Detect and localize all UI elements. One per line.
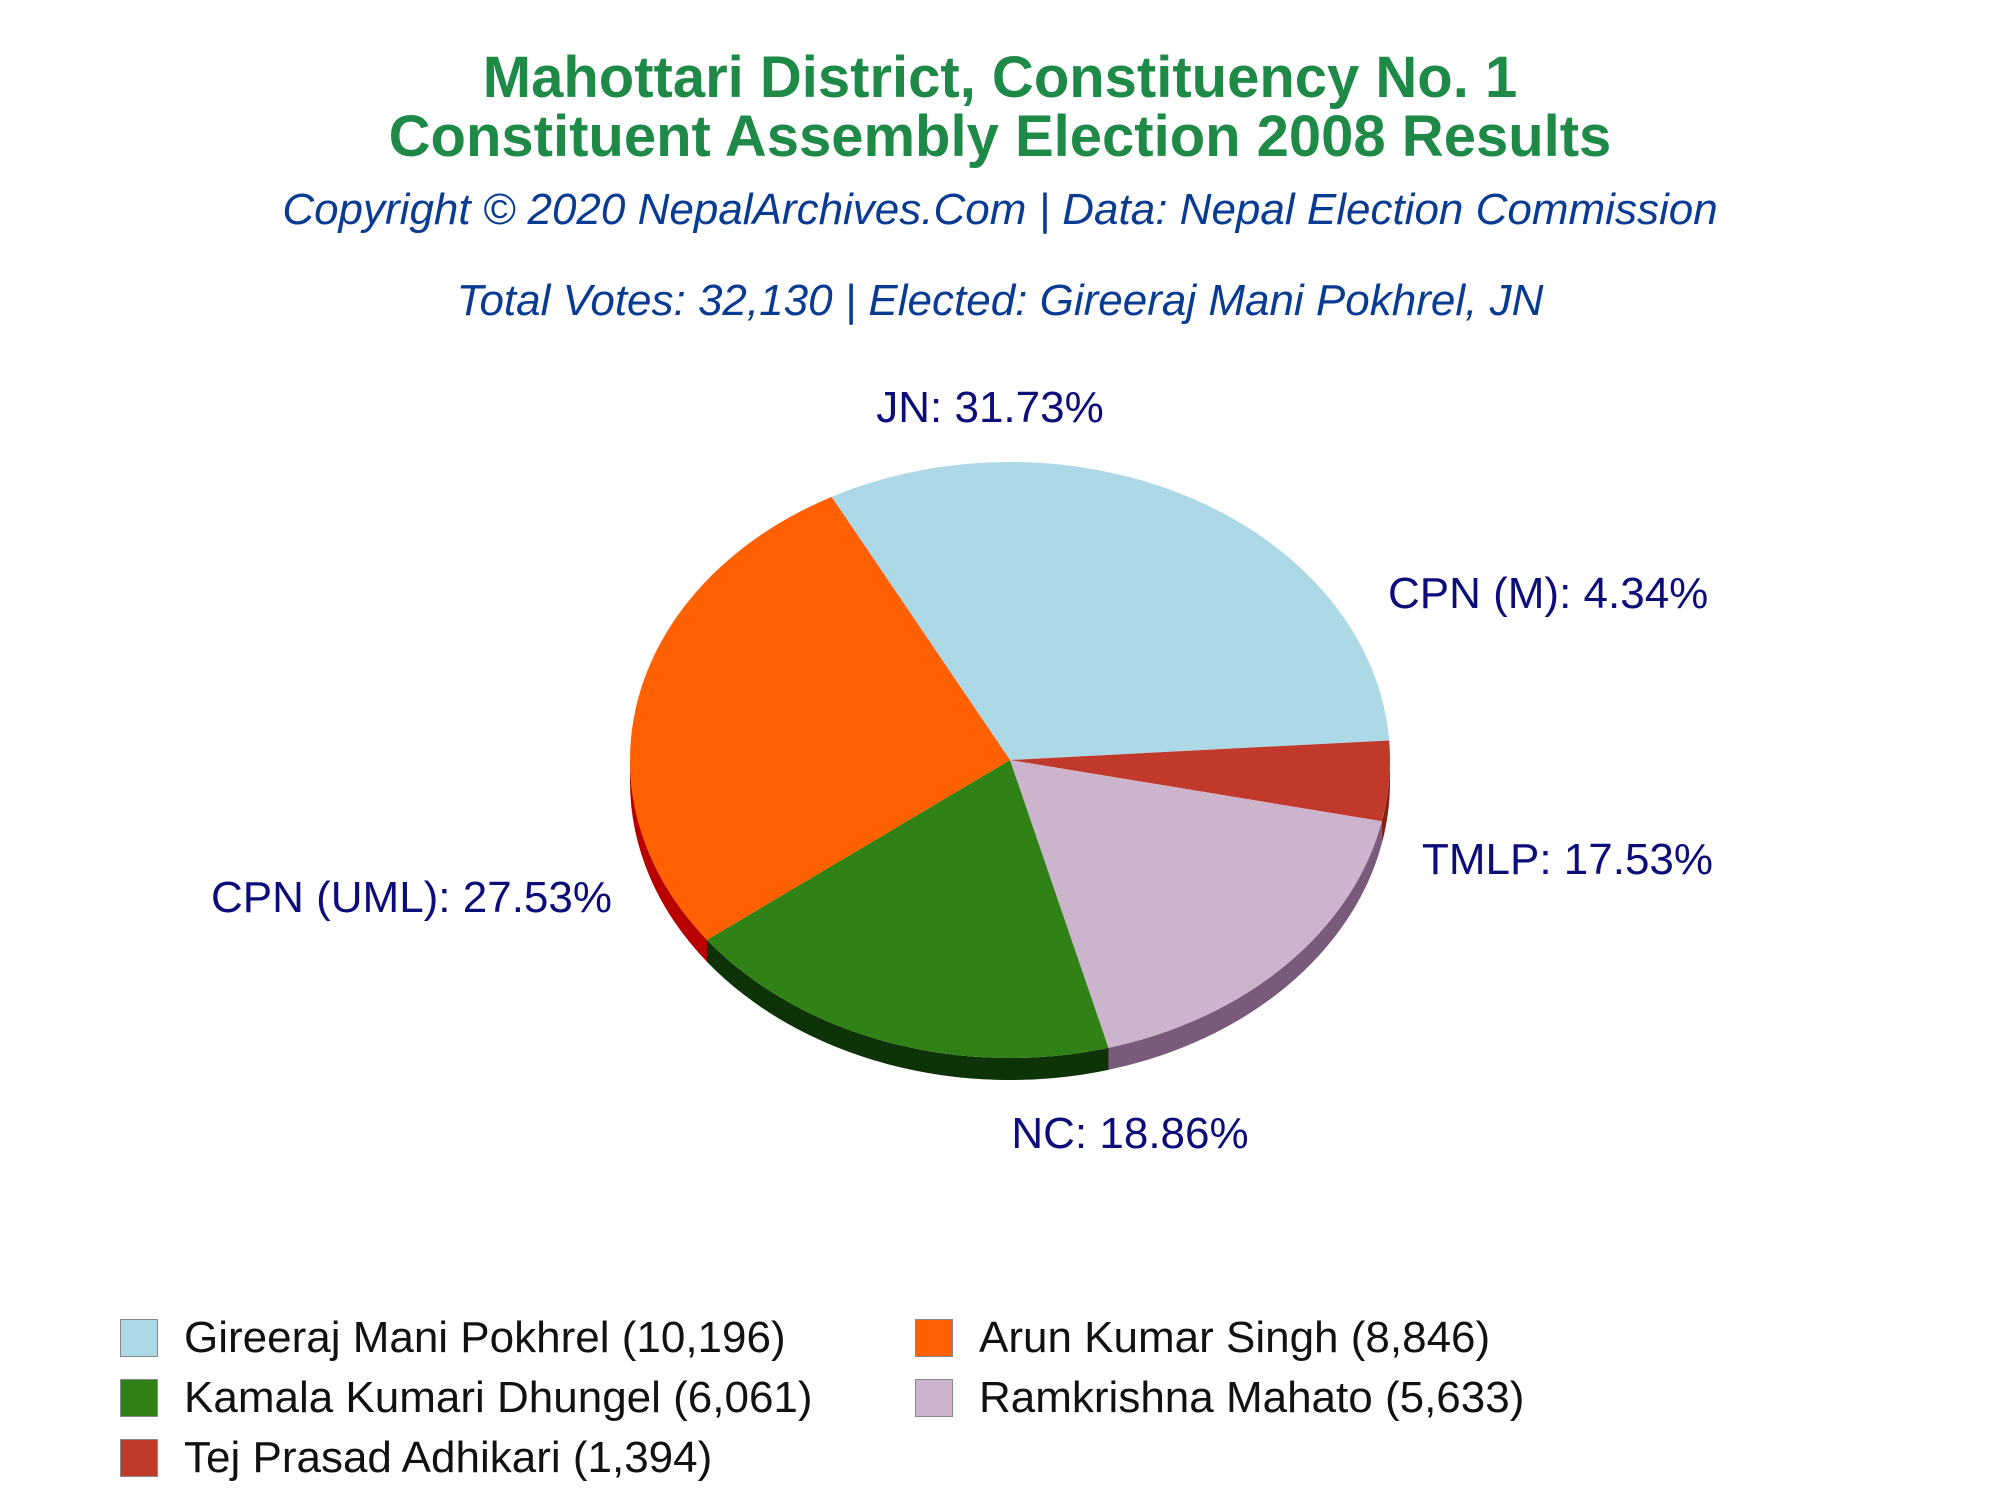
copyright-notice: Copyright © 2020 NepalArchives.Com | Dat… bbox=[282, 185, 1718, 234]
pie-slice-nc bbox=[706, 760, 1109, 1058]
chart-title-line-1: Mahottari District, Constituency No. 1 bbox=[482, 45, 1518, 110]
slice-label: CPN (M): 4.34% bbox=[1388, 569, 1708, 618]
pie-slice-cpn-m bbox=[1010, 740, 1390, 822]
pie-slice-side-cpn-m bbox=[1381, 760, 1390, 844]
pie-slices-layer bbox=[630, 462, 1390, 1058]
pie-chart: JN: 31.73% CPN (M): 4.34% TMLP: 17.53% NC: … bbox=[211, 383, 1713, 1158]
legend-label: Kamala Kumari Dhungel (6,061) bbox=[184, 1373, 813, 1422]
legend-item: Tej Prasad Adhikari (1,394) bbox=[120, 1428, 712, 1488]
legend-swatch bbox=[915, 1379, 953, 1417]
chart-title-line-2: Constituent Assembly Election 2008 Resul… bbox=[388, 104, 1612, 169]
legend-label: Ramkrishna Mahato (5,633) bbox=[979, 1373, 1525, 1422]
pie-slice-jn bbox=[831, 462, 1390, 760]
legend-swatch bbox=[120, 1319, 158, 1357]
legend-item: Ramkrishna Mahato (5,633) bbox=[915, 1368, 1524, 1428]
legend-swatch bbox=[915, 1319, 953, 1357]
pie-slice-side-nc bbox=[706, 939, 1109, 1080]
legend-item: Gireeraj Mani Pokhrel (10,196) bbox=[120, 1308, 786, 1368]
legend-swatch bbox=[120, 1379, 158, 1417]
legend-item: Kamala Kumari Dhungel (6,061) bbox=[120, 1368, 813, 1428]
pie-slice-side-tmlp bbox=[1108, 821, 1382, 1070]
legend-label: Arun Kumar Singh (8,846) bbox=[979, 1313, 1491, 1362]
slice-label: NC: 18.86% bbox=[1011, 1109, 1248, 1158]
slice-label: TMLP: 17.53% bbox=[1422, 835, 1713, 884]
pie-slice-side-cpn-uml bbox=[630, 760, 707, 962]
legend-swatch bbox=[120, 1439, 158, 1477]
pie-slice-tmlp bbox=[1010, 760, 1382, 1048]
legend-label: Gireeraj Mani Pokhrel (10,196) bbox=[184, 1313, 786, 1362]
pie-depth-layer bbox=[630, 760, 1390, 1080]
legend-label: Tej Prasad Adhikari (1,394) bbox=[184, 1433, 713, 1482]
total-votes-summary: Total Votes: 32,130 | Elected: Gireeraj … bbox=[456, 276, 1544, 325]
legend-item: Arun Kumar Singh (8,846) bbox=[915, 1308, 1490, 1368]
slice-label: CPN (UML): 27.53% bbox=[211, 873, 612, 922]
slice-label: JN: 31.73% bbox=[876, 383, 1103, 432]
legend: Gireeraj Mani Pokhrel (10,196) Arun Kuma… bbox=[120, 1308, 1920, 1488]
pie-labels-layer: JN: 31.73% CPN (M): 4.34% TMLP: 17.53% NC: … bbox=[211, 383, 1713, 1158]
pie-slice-cpn-uml bbox=[630, 496, 1010, 940]
